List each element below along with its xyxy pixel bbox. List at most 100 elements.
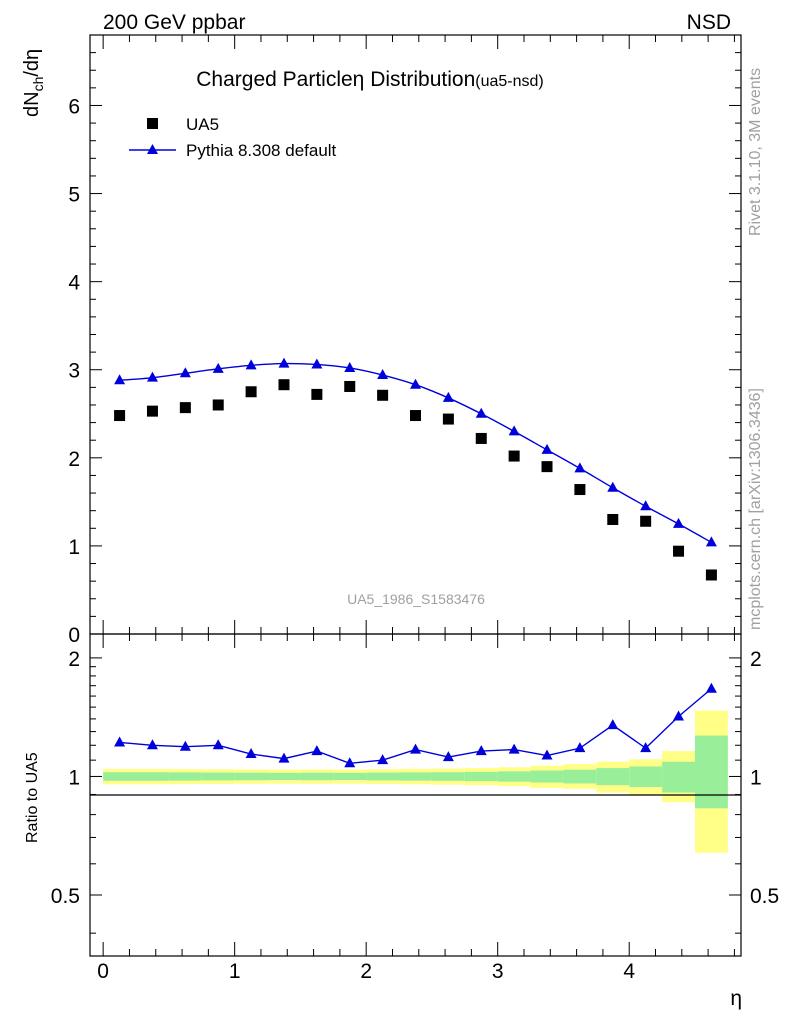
pythia-point	[541, 443, 553, 454]
pythia-point	[311, 358, 323, 369]
main-title-tag: (ua5-nsd)	[475, 73, 543, 90]
ratio-band-inner	[399, 772, 432, 781]
ua5-data-point	[574, 484, 586, 496]
main-title-symbol: η	[353, 68, 365, 91]
ratio-y-axis-label: Ratio to UA5	[24, 752, 41, 843]
ratio-pythia-point	[212, 739, 224, 750]
main-title-rest: Distribution	[370, 68, 475, 91]
ratio-band-inner	[103, 772, 137, 781]
ratio-band-inner	[629, 766, 663, 788]
x-tick-label: 4	[623, 960, 635, 983]
main-watermark: UA5_1986_S1583476	[347, 591, 485, 607]
main-panel: UA5_1986_S1583476 Charged Particleη Dist…	[21, 34, 742, 647]
ratio-pythia-point	[410, 743, 421, 754]
main-title: Charged Particleη Distribution(ua5-nsd)	[196, 68, 543, 91]
ratio-band-inner	[300, 772, 334, 781]
ua5-data-point	[377, 389, 389, 401]
ratio-band-inner	[530, 770, 564, 783]
pythia-point	[344, 361, 356, 372]
ua5-data-point	[146, 405, 158, 417]
ratio-pythia-point	[673, 710, 685, 721]
ua5-data-point	[475, 432, 487, 444]
main-y-axis-label-main: dN	[21, 91, 43, 117]
ratio-panel: 0.5 0.5 1 1 2 2 0 1 2 3 4 Ratio to UA5 η	[24, 633, 779, 1010]
ratio-y-tick-label-right: 0.5	[750, 885, 779, 908]
ratio-pythia-point	[640, 742, 652, 753]
pythia-point	[114, 374, 126, 385]
pythia-curve	[119, 362, 712, 543]
pythia-point	[442, 391, 454, 402]
ua5-data-point	[640, 515, 652, 527]
ratio-pythia-point	[574, 742, 586, 753]
ratio-band-inner	[662, 761, 695, 793]
ratio-band-inner	[136, 772, 169, 781]
ratio-frame	[89, 633, 742, 957]
pythia-point	[574, 462, 586, 473]
ratio-band-inner	[563, 769, 597, 784]
x-tick-label: 3	[492, 960, 504, 983]
ratio-pythia-point	[442, 751, 454, 762]
ua5-data-point	[410, 410, 421, 422]
ua5-data-point	[114, 410, 126, 422]
ratio-band-inner	[464, 771, 498, 782]
ratio-band-inner	[267, 772, 301, 781]
ua5-data-point	[278, 379, 290, 391]
pythia-point	[508, 425, 520, 436]
ratio-y-tick-label-left: 0.5	[51, 885, 80, 908]
x-tick-label: 0	[97, 960, 109, 983]
ratio-band-inner	[694, 735, 728, 809]
ratio-band-inner	[366, 772, 400, 781]
ratio-pythia-point	[146, 739, 158, 750]
pythia-point	[607, 481, 619, 492]
header-left: 200 GeV ppbar	[103, 11, 245, 34]
side-label-top: Rivet 3.1.10, 3M events	[747, 68, 764, 236]
ua5-data-point	[344, 380, 356, 392]
ratio-pythia-point	[179, 740, 191, 751]
ratio-pythia-point	[705, 682, 717, 693]
pythia-point	[640, 500, 652, 511]
x-axis-label: η	[730, 987, 742, 1010]
main-y-tick-label: 4	[68, 272, 80, 295]
ua5-data-point	[442, 413, 454, 425]
ratio-band-inner	[168, 772, 202, 781]
ratio-pythia-point	[508, 743, 520, 754]
main-y-tick-label: 3	[68, 360, 80, 383]
main-y-tick-label: 0	[68, 624, 80, 647]
ratio-pythia-point	[245, 748, 257, 759]
ratio-band-inner	[596, 768, 630, 786]
ratio-y-tick-label-right: 1	[750, 766, 762, 789]
main-y-axis-label-sub: ch	[30, 77, 46, 92]
pythia-point	[475, 407, 487, 418]
ratio-pythia-point	[344, 757, 356, 768]
ratio-pythia-point	[607, 719, 619, 730]
x-tick-label: 2	[360, 960, 372, 983]
main-y-axis-label: dNch/dη	[21, 49, 46, 117]
pythia-point	[146, 371, 158, 382]
ratio-pythia-point	[475, 745, 487, 756]
ratio-band-inner	[201, 772, 235, 781]
legend-ua5-marker	[147, 118, 158, 129]
ratio-y-tick-label-left: 1	[68, 766, 80, 789]
pythia-point	[179, 367, 191, 378]
ratio-pythia-point	[311, 745, 323, 756]
ratio-pythia-point	[278, 752, 290, 763]
pythia-point	[673, 517, 685, 528]
pythia-point	[212, 362, 224, 373]
main-y-tick-label: 2	[68, 448, 80, 471]
legend-pythia-marker	[147, 144, 158, 154]
pythia-point	[705, 536, 717, 547]
legend-pythia-label: Pythia 8.308 default	[186, 141, 337, 160]
ratio-pythia-point	[377, 754, 389, 765]
header-right: NSD	[687, 11, 731, 34]
pythia-point	[410, 378, 421, 389]
ratio-band-inner	[333, 772, 367, 781]
ratio-y-tick-label-left: 2	[68, 648, 80, 671]
main-y-axis-label-rest: /dη	[21, 49, 43, 77]
ua5-data-point	[245, 386, 257, 398]
ua5-data-point	[607, 513, 619, 525]
pythia-point	[377, 369, 389, 380]
ratio-band-inner	[431, 772, 465, 781]
legend-ua5-label: UA5	[186, 115, 219, 134]
ua5-data-point	[705, 569, 717, 581]
